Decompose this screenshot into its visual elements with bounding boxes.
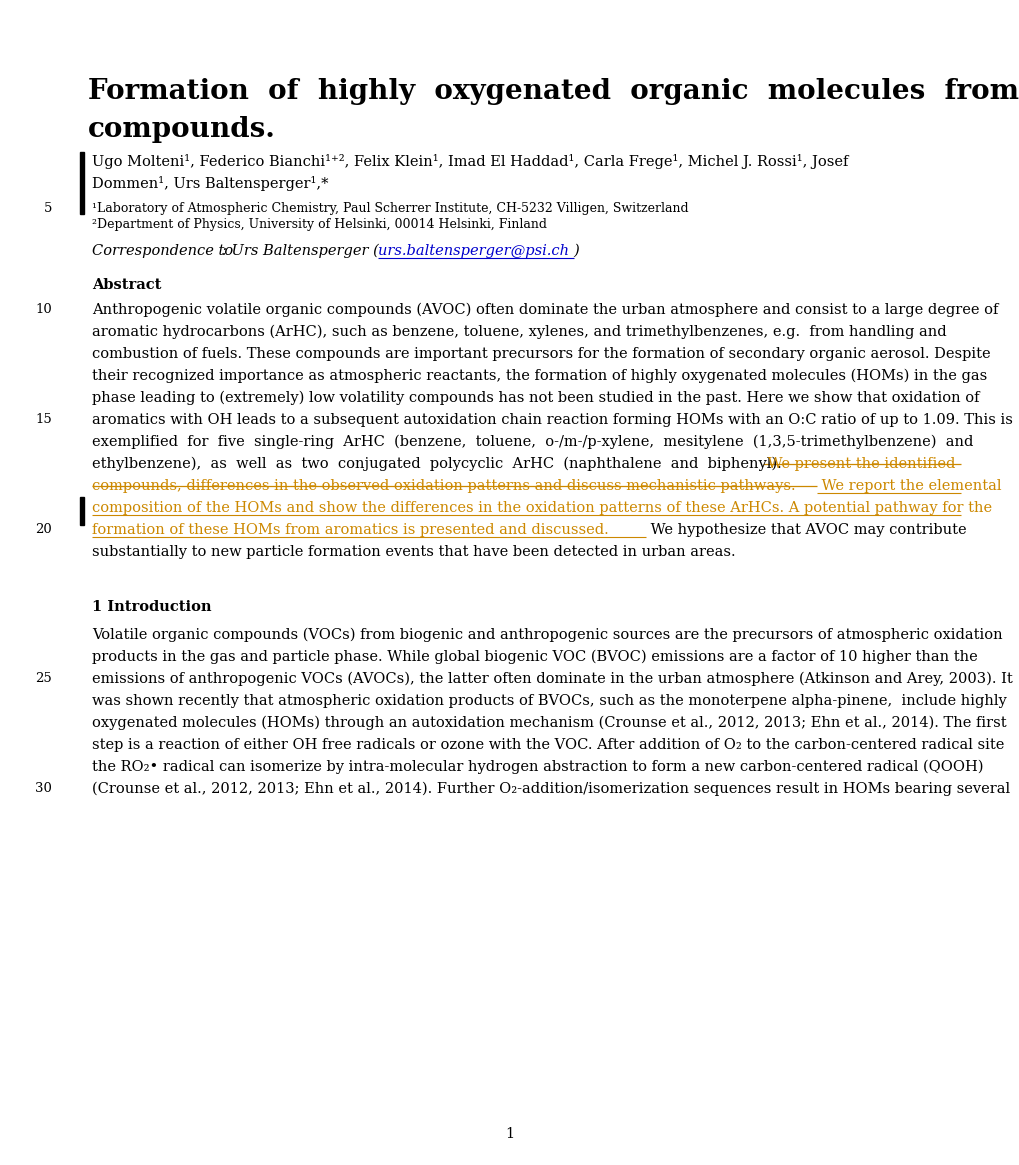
Text: ¹Laboratory of Atmospheric Chemistry, Paul Scherrer Institute, CH-5232 Villigen,: ¹Laboratory of Atmospheric Chemistry, Pa… xyxy=(92,202,688,216)
Text: Correspondence to: Correspondence to xyxy=(92,243,233,257)
Text: composition of the HOMs and show the differences in the oxidation patterns of th: composition of the HOMs and show the dif… xyxy=(92,501,991,515)
Text: 1 Introduction: 1 Introduction xyxy=(92,600,211,614)
Text: aromatics with OH leads to a subsequent autoxidation chain reaction forming HOMs: aromatics with OH leads to a subsequent … xyxy=(92,414,1012,428)
Text: was shown recently that atmospheric oxidation products of BVOCs, such as the mon: was shown recently that atmospheric oxid… xyxy=(92,694,1006,708)
Text: 5: 5 xyxy=(44,202,52,216)
Text: products in the gas and particle phase. While global biogenic VOC (BVOC) emissio: products in the gas and particle phase. … xyxy=(92,650,977,664)
Text: compounds, differences in the observed oxidation patterns and discuss mechanisti: compounds, differences in the observed o… xyxy=(92,479,795,493)
Text: We hypothesize that AVOC may contribute: We hypothesize that AVOC may contribute xyxy=(645,523,965,537)
Text: Dommen¹, Urs Baltensperger¹,*: Dommen¹, Urs Baltensperger¹,* xyxy=(92,176,328,191)
Bar xyxy=(81,151,84,214)
Text: Volatile organic compounds (VOCs) from biogenic and anthropogenic sources are th: Volatile organic compounds (VOCs) from b… xyxy=(92,628,1002,642)
Bar xyxy=(81,497,84,525)
Text: substantially to new particle formation events that have been detected in urban : substantially to new particle formation … xyxy=(92,545,735,559)
Text: We report the elemental: We report the elemental xyxy=(816,479,1001,493)
Text: step is a reaction of either OH free radicals or ozone with the VOC. After addit: step is a reaction of either OH free rad… xyxy=(92,737,1004,751)
Text: 10: 10 xyxy=(36,303,52,316)
Text: aromatic hydrocarbons (ArHC), such as benzene, toluene, xylenes, and trimethylbe: aromatic hydrocarbons (ArHC), such as be… xyxy=(92,325,946,339)
Text: compounds.: compounds. xyxy=(88,116,276,143)
Text: : Urs Baltensperger (: : Urs Baltensperger ( xyxy=(222,243,379,259)
Text: exemplified  for  five  single-ring  ArHC  (benzene,  toluene,  o-/m-/p-xylene, : exemplified for five single-ring ArHC (b… xyxy=(92,435,972,450)
Text: emissions of anthropogenic VOCs (AVOCs), the latter often dominate in the urban : emissions of anthropogenic VOCs (AVOCs),… xyxy=(92,672,1012,686)
Text: (Crounse et al., 2012, 2013; Ehn et al., 2014). Further O₂-addition/isomerizatio: (Crounse et al., 2012, 2013; Ehn et al.,… xyxy=(92,782,1009,797)
Text: Anthropogenic volatile organic compounds (AVOC) often dominate the urban atmosph: Anthropogenic volatile organic compounds… xyxy=(92,303,998,317)
Text: 25: 25 xyxy=(36,672,52,685)
Text: Formation  of  highly  oxygenated  organic  molecules  from  aromatic: Formation of highly oxygenated organic m… xyxy=(88,78,1019,105)
Text: ethylbenzene),  as  well  as  two  conjugated  polycyclic  ArHC  (naphthalene  a: ethylbenzene), as well as two conjugated… xyxy=(92,457,782,472)
Text: ²Department of Physics, University of Helsinki, 00014 Helsinki, Finland: ²Department of Physics, University of He… xyxy=(92,218,546,231)
Text: 20: 20 xyxy=(36,523,52,536)
Text: combustion of fuels. These compounds are important precursors for the formation : combustion of fuels. These compounds are… xyxy=(92,347,989,361)
Text: We present the identified: We present the identified xyxy=(762,457,954,471)
Text: oxygenated molecules (HOMs) through an autoxidation mechanism (Crounse et al., 2: oxygenated molecules (HOMs) through an a… xyxy=(92,716,1006,730)
Text: the RO₂• radical can isomerize by intra-molecular hydrogen abstraction to form a: the RO₂• radical can isomerize by intra-… xyxy=(92,760,982,775)
Text: ): ) xyxy=(573,243,579,257)
Text: formation of these HOMs from aromatics is presented and discussed.: formation of these HOMs from aromatics i… xyxy=(92,523,608,537)
Text: Abstract: Abstract xyxy=(92,278,161,292)
Text: 15: 15 xyxy=(36,414,52,426)
Text: Ugo Molteni¹, Federico Bianchi¹⁺², Felix Klein¹, Imad El Haddad¹, Carla Frege¹, : Ugo Molteni¹, Federico Bianchi¹⁺², Felix… xyxy=(92,154,848,169)
Text: urs.baltensperger@psi.ch: urs.baltensperger@psi.ch xyxy=(378,243,569,257)
Text: 1: 1 xyxy=(505,1127,514,1141)
Text: their recognized importance as atmospheric reactants, the formation of highly ox: their recognized importance as atmospher… xyxy=(92,369,986,383)
Text: 30: 30 xyxy=(35,782,52,795)
Text: phase leading to (extremely) low volatility compounds has not been studied in th: phase leading to (extremely) low volatil… xyxy=(92,391,978,405)
